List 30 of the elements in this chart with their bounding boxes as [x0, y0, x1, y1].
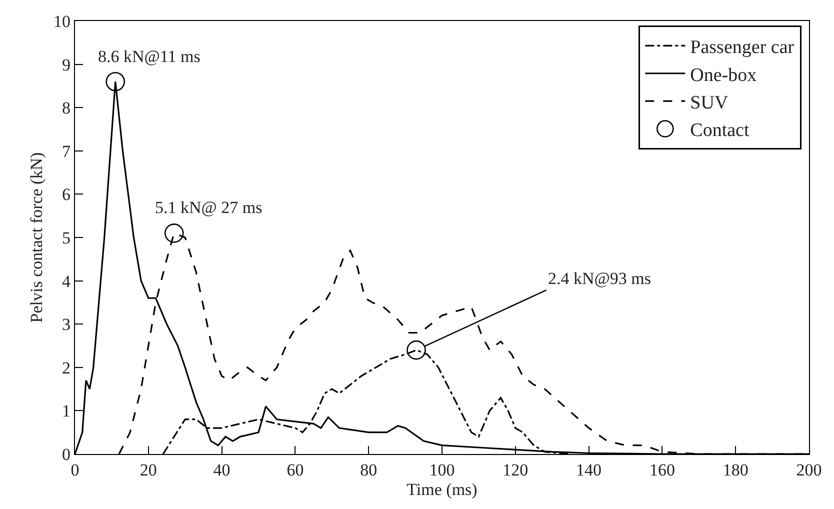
x-tick-label: 180: [722, 460, 748, 480]
y-tick-label: 0: [62, 444, 70, 464]
x-axis-title: Time (ms): [406, 480, 478, 499]
y-tick-label: 9: [62, 55, 70, 74]
x-tick-label: 60: [286, 460, 304, 480]
annotation: 8.6 kN@11 ms: [98, 47, 200, 66]
legend-label: One-box: [690, 64, 758, 86]
y-tick-label: 5: [62, 228, 70, 248]
x-tick-label: 100: [429, 460, 455, 480]
x-tick-label: 160: [649, 460, 675, 480]
x-tick-label: 120: [502, 460, 528, 480]
legend-label: Passenger car: [690, 37, 795, 58]
x-tick-label: 140: [576, 460, 602, 480]
legend-label: SUV: [690, 92, 728, 114]
y-tick-label: 8: [62, 98, 70, 118]
x-tick-label: 40: [213, 460, 230, 480]
x-tick-label: 80: [360, 460, 378, 480]
y-axis-title: Pelvis contact force (kN): [27, 152, 46, 323]
legend-label: Contact: [690, 120, 750, 142]
annotation: 5.1 kN@ 27 ms: [155, 198, 262, 217]
y-tick-label: 6: [62, 185, 70, 204]
y-tick-label: 7: [62, 142, 71, 161]
y-tick-label: 10: [54, 12, 70, 31]
x-tick-label: 200: [796, 460, 822, 480]
y-tick-label: 4: [62, 272, 71, 291]
y-tick-label: 2: [62, 358, 70, 378]
x-tick-label: 20: [140, 460, 157, 480]
y-tick-label: 3: [62, 315, 70, 334]
annotation: 2.4 kN@93 ms: [548, 269, 652, 288]
y-tick-label: 1: [62, 402, 70, 421]
